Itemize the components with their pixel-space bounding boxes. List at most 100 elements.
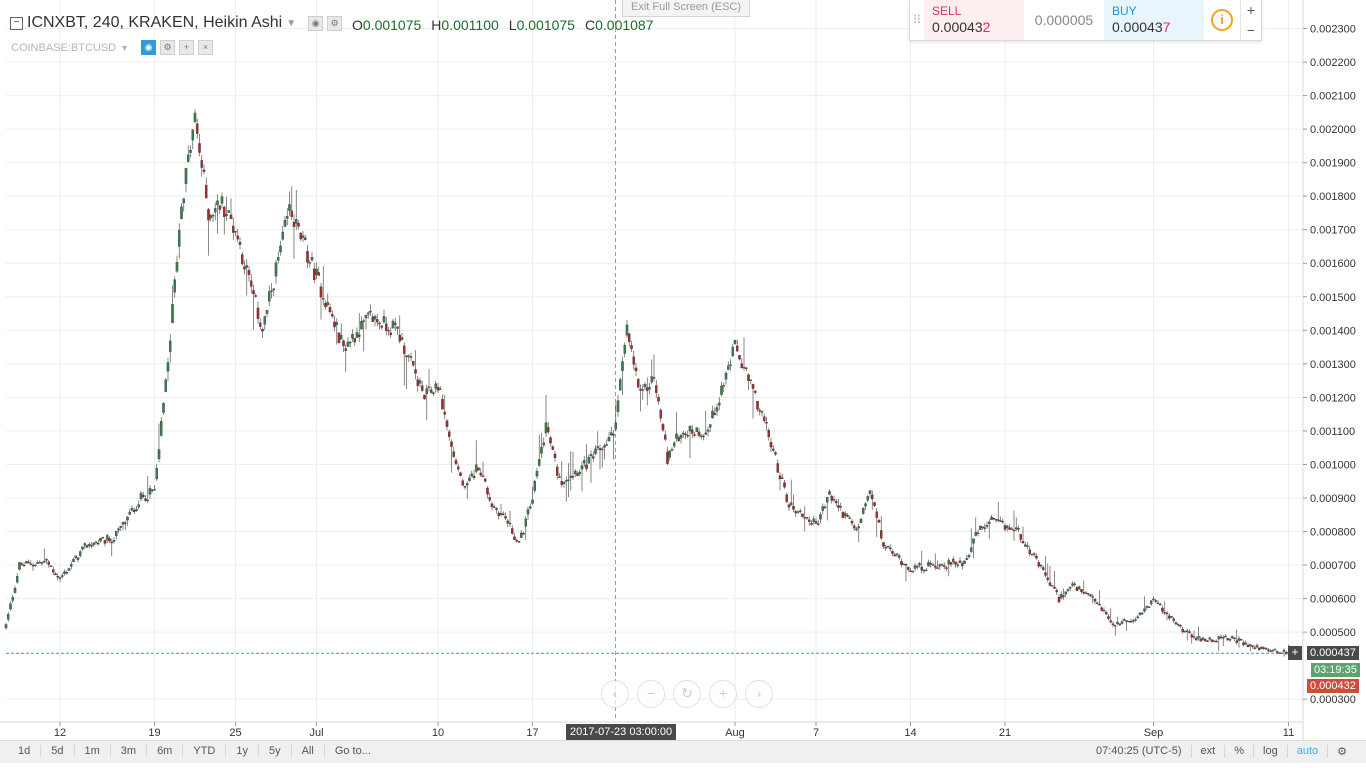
candle-body (553, 453, 557, 459)
candle-body (783, 482, 786, 488)
candle-body (355, 332, 359, 338)
candle-body (1066, 589, 1070, 591)
range-5d[interactable]: 5d (41, 745, 75, 757)
scroll-right-button[interactable]: › (745, 680, 773, 708)
percent-scale-toggle[interactable]: % (1224, 745, 1253, 758)
candle-body (792, 506, 795, 510)
candle-body (769, 442, 773, 448)
range-1d[interactable]: 1d (8, 745, 42, 757)
current-price-tag: 0.000437 (1307, 646, 1359, 660)
candle-body (229, 214, 233, 219)
gear-icon[interactable]: ⚙ (327, 15, 343, 31)
zoom-in-button[interactable]: + (709, 680, 737, 708)
candle-body (117, 528, 120, 531)
sell-button[interactable]: SELL 0.000432 (924, 0, 1024, 40)
candle-body (668, 450, 672, 458)
gear-icon[interactable]: ⚙ (160, 40, 176, 55)
symbol-title[interactable]: ICNXBT, 240, KRAKEN, Heikin Ashi (27, 14, 283, 31)
range-3m[interactable]: 3m (111, 745, 148, 757)
info-button[interactable]: i (1204, 0, 1240, 40)
range-ytd[interactable]: YTD (183, 745, 227, 757)
candle-body (974, 531, 978, 536)
candle-body (463, 486, 467, 488)
collapse-icon[interactable]: − (10, 16, 23, 30)
candle-body (432, 392, 435, 394)
bid-price-tag: 0.000432 (1307, 679, 1359, 693)
candle-body (380, 325, 383, 328)
candle-body (819, 514, 822, 520)
y-tick-label: 0.000800 (1310, 527, 1356, 539)
candle-body (27, 561, 30, 564)
increase-button[interactable]: + (1246, 2, 1256, 18)
candle-body (389, 332, 392, 336)
reset-chart-button[interactable]: ↻ (673, 680, 701, 708)
candle-body (236, 235, 239, 240)
y-tick-label: 0.001400 (1310, 325, 1356, 337)
x-tick-label: 12 (54, 727, 66, 739)
candle-body (308, 262, 311, 264)
exit-fullscreen-button[interactable]: Exit Full Screen (ESC) (622, 0, 750, 17)
chevron-down-icon[interactable]: ▼ (120, 42, 130, 53)
candle-body (335, 322, 338, 326)
scroll-left-button[interactable]: ‹ (601, 680, 629, 708)
candle-body (409, 356, 413, 358)
range-6m[interactable]: 6m (147, 745, 184, 757)
candle-body (193, 112, 197, 122)
time-axis: 12 19 25 Jul 10 17 Aug 7 14 21 Sep 11 (54, 722, 1294, 739)
candle-body (1204, 639, 1207, 641)
candle-body (1118, 623, 1122, 626)
clock-time[interactable]: 07:40:25 (UTC-5) (1095, 745, 1182, 757)
candle-body (364, 314, 368, 319)
drag-handle-icon[interactable]: ⠿ (912, 13, 922, 27)
candle-body (1100, 607, 1104, 611)
candle-body (893, 554, 897, 557)
price-chart[interactable]: 0.002300 0.002200 0.002100 0.002000 0.001900… (0, 0, 1366, 740)
candle-body (481, 475, 485, 477)
x-tick-label: 21 (999, 727, 1011, 739)
candle-body (1237, 638, 1241, 641)
candle-body (294, 219, 298, 224)
candle-body (1267, 649, 1270, 651)
range-1y[interactable]: 1y (226, 745, 259, 757)
candle-body (927, 562, 930, 567)
add-icon[interactable]: + (179, 40, 195, 55)
range-1m[interactable]: 1m (75, 745, 111, 757)
candle-body (531, 499, 534, 504)
candle-body (940, 564, 944, 566)
candle-body (126, 516, 129, 521)
extended-hours-toggle[interactable]: ext (1190, 745, 1225, 758)
zoom-out-button[interactable]: − (637, 680, 665, 708)
candle-body (416, 379, 419, 386)
add-alert-icon[interactable]: + (1288, 646, 1302, 660)
eye-icon[interactable]: ◉ (308, 15, 324, 31)
candle-body (204, 184, 208, 199)
chevron-down-icon[interactable]: ▼ (286, 17, 297, 29)
candle-body (328, 307, 332, 313)
candle-body (839, 506, 843, 508)
candle-body (191, 129, 194, 141)
candle-body (778, 475, 782, 480)
range-5y[interactable]: 5y (259, 745, 292, 757)
candle-body (1125, 620, 1128, 622)
buy-button[interactable]: BUY 0.000437 (1104, 0, 1204, 40)
candle-body (585, 464, 588, 469)
candle-body (740, 363, 744, 369)
candle-body (504, 516, 507, 519)
auto-scale-toggle[interactable]: auto (1286, 745, 1327, 758)
log-scale-toggle[interactable]: log (1253, 745, 1287, 758)
candle-body (112, 540, 116, 542)
settings-gear-icon[interactable]: ⚙ (1327, 745, 1356, 758)
candle-body (396, 326, 399, 329)
range-all[interactable]: All (292, 745, 325, 757)
candle-body (1251, 645, 1254, 647)
candle-body (200, 160, 203, 168)
candle-body (760, 411, 764, 413)
eye-icon[interactable]: ◉ (141, 40, 157, 55)
close-icon[interactable]: × (198, 40, 214, 55)
goto-date-button[interactable]: Go to... (334, 745, 371, 757)
candle-body (1197, 636, 1200, 639)
compare-symbol[interactable]: COINBASE:BTCUSD (11, 41, 117, 54)
candle-body (24, 561, 28, 564)
y-tick-label: 0.001700 (1310, 225, 1356, 237)
decrease-button[interactable]: − (1246, 22, 1256, 38)
